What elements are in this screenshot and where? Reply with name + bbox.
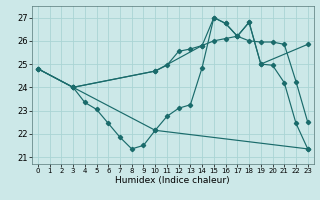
X-axis label: Humidex (Indice chaleur): Humidex (Indice chaleur) (116, 176, 230, 185)
